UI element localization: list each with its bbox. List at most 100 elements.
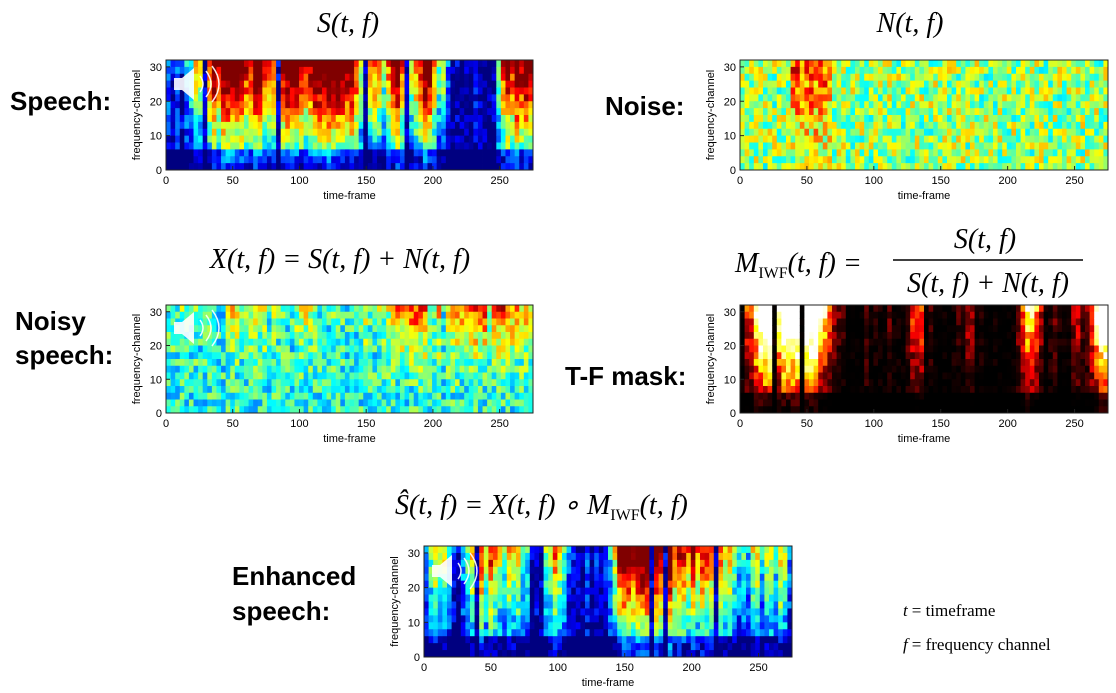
spectrogram-cell <box>285 373 290 380</box>
spectrogram-cell <box>450 122 455 129</box>
spectrogram-cell <box>184 129 189 136</box>
spectrogram-cell <box>887 94 892 101</box>
spectrogram-cell <box>979 305 984 312</box>
spectrogram-cell <box>800 74 805 81</box>
spectrogram-cell <box>883 115 888 122</box>
spectrogram-cell <box>763 406 768 413</box>
spectrogram-cell <box>198 163 203 170</box>
spectrogram-cell <box>855 339 860 346</box>
spectrogram-cell <box>1034 156 1039 163</box>
spectrogram-cell <box>919 400 924 407</box>
spectrogram-cell <box>377 339 382 346</box>
spectrogram-cell <box>933 143 938 150</box>
spectrogram-cell <box>786 319 791 326</box>
spectrogram-cell <box>1071 122 1076 129</box>
spectrogram-cell <box>363 129 368 136</box>
spectrogram-cell <box>216 115 221 122</box>
spectrogram-cell <box>492 60 497 67</box>
spectrogram-cell <box>524 108 529 115</box>
spectrogram-cell <box>487 122 492 129</box>
spectrogram-cell <box>395 339 400 346</box>
spectrogram-cell <box>800 332 805 339</box>
spectrogram-cell <box>377 386 382 393</box>
spectrogram-cell <box>386 366 391 373</box>
spectrogram-cell <box>391 386 396 393</box>
spectrogram-cell <box>832 163 837 170</box>
spectrogram-cell <box>276 122 281 129</box>
spectrogram-cell <box>400 81 405 88</box>
spectrogram-cell <box>804 60 809 67</box>
spectrogram-cell <box>860 352 865 359</box>
spectrogram-cell <box>221 386 226 393</box>
spectrogram-cell <box>1007 373 1012 380</box>
spectrogram-cell <box>363 400 368 407</box>
spectrogram-cell <box>993 163 998 170</box>
spectrogram-cell <box>464 108 469 115</box>
spectrogram-cell <box>1016 88 1021 95</box>
spectrogram-cell <box>423 136 428 143</box>
spectrogram-cell <box>975 88 980 95</box>
spectrogram-cell <box>942 88 947 95</box>
spectrogram-cell <box>906 122 911 129</box>
spectrogram-cell <box>253 94 258 101</box>
spectrogram-cell <box>281 379 286 386</box>
y-tick-label: 20 <box>724 96 736 108</box>
spectrogram-cell <box>505 149 510 156</box>
spectrogram-cell <box>423 81 428 88</box>
spectrogram-cell <box>754 136 759 143</box>
spectrogram-cell <box>267 67 272 74</box>
spectrogram-cell <box>350 373 355 380</box>
spectrogram-cell <box>189 143 194 150</box>
spectrogram-cell <box>1039 136 1044 143</box>
spectrogram-cell <box>460 88 465 95</box>
spectrogram-cell <box>290 149 295 156</box>
spectrogram-cell <box>359 332 364 339</box>
y-tick-label: 30 <box>724 62 736 74</box>
spectrogram-cell <box>745 163 750 170</box>
spectrogram-cell <box>1062 136 1067 143</box>
spectrogram-cell <box>818 156 823 163</box>
spectrogram-cell <box>823 115 828 122</box>
spectrogram-cell <box>965 129 970 136</box>
spectrogram-cell <box>952 60 957 67</box>
spectrogram-cell <box>929 149 934 156</box>
spectrogram-cell <box>791 400 796 407</box>
spectrogram-cell <box>464 156 469 163</box>
spectrogram-cell <box>855 352 860 359</box>
spectrogram-cell <box>1057 101 1062 108</box>
spectrogram-cell <box>791 163 796 170</box>
spectrogram-cell <box>758 386 763 393</box>
spectrogram-cell <box>450 332 455 339</box>
spectrogram-cell <box>1021 400 1026 407</box>
spectrogram-cell <box>427 352 432 359</box>
spectrogram-cell <box>998 373 1003 380</box>
spectrogram-cell <box>276 108 281 115</box>
spectrogram-cell <box>988 81 993 88</box>
spectrogram-cell <box>405 94 410 101</box>
spectrogram-cell <box>276 149 281 156</box>
spectrogram-cell <box>216 379 221 386</box>
spectrogram-cell <box>437 136 442 143</box>
spectrogram-cell <box>869 312 874 319</box>
spectrogram-cell <box>450 346 455 353</box>
spectrogram-cell <box>975 305 980 312</box>
spectrogram-cell <box>809 386 814 393</box>
spectrogram-cell <box>758 129 763 136</box>
spectrogram-cell <box>505 400 510 407</box>
spectrogram-cell <box>322 332 327 339</box>
spectrogram-cell <box>915 163 920 170</box>
spectrogram-cell <box>938 143 943 150</box>
spectrogram-cell <box>515 94 520 101</box>
spectrogram-cell <box>391 67 396 74</box>
spectrogram-cell <box>1053 129 1058 136</box>
spectrogram-cell <box>166 339 171 346</box>
spectrogram-cell <box>878 143 883 150</box>
spectrogram-cell <box>818 393 823 400</box>
spectrogram-cell <box>873 88 878 95</box>
spectrogram-cell <box>1002 393 1007 400</box>
spectrogram-cell <box>933 406 938 413</box>
spectrogram-cell <box>814 122 819 129</box>
spectrogram-cell <box>175 94 180 101</box>
spectrogram-cell <box>952 122 957 129</box>
spectrogram-cell <box>887 319 892 326</box>
